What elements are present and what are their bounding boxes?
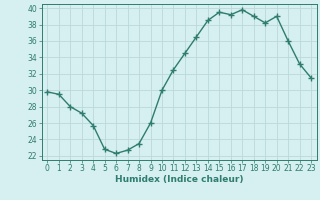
X-axis label: Humidex (Indice chaleur): Humidex (Indice chaleur) [115,175,244,184]
